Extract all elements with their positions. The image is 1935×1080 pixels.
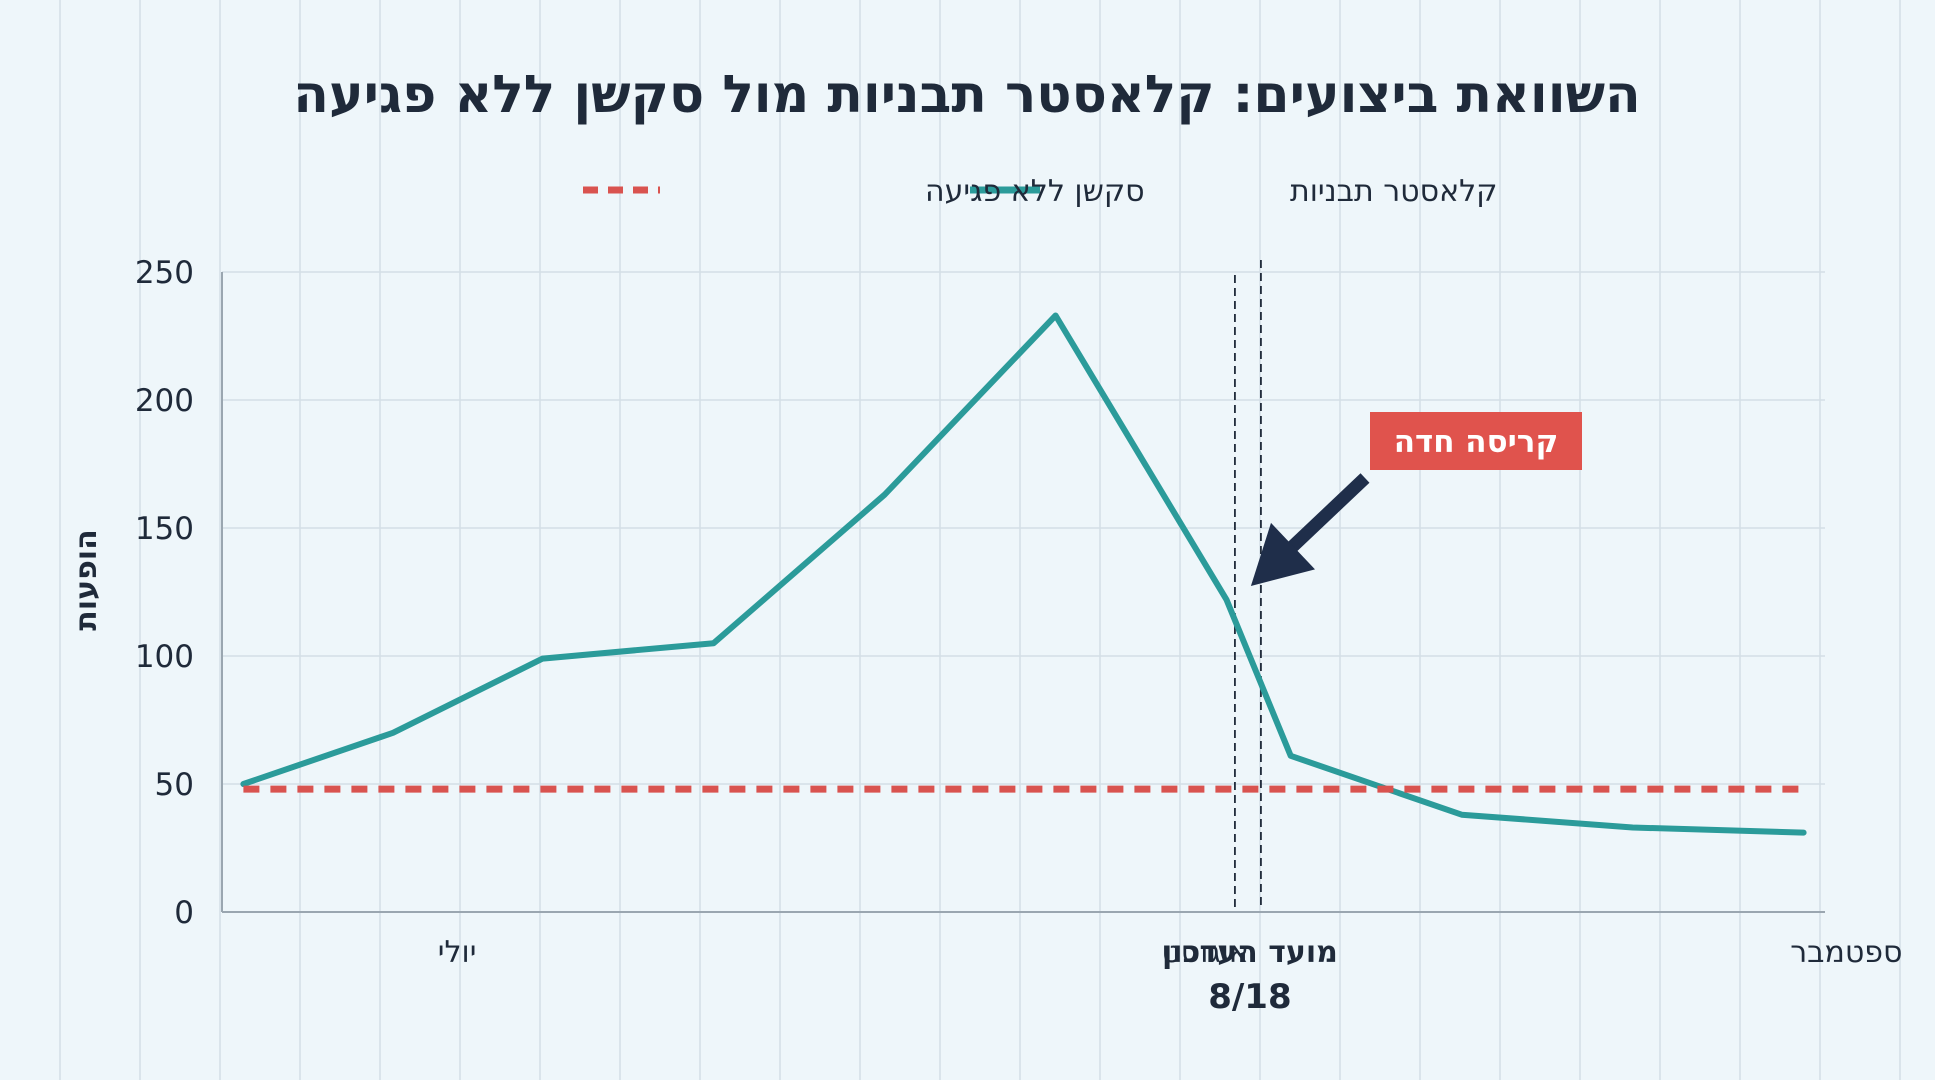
annotation-arrow-head [1250, 522, 1315, 586]
legend-label-series-1: קלאסטר תבניות [1290, 174, 1497, 209]
y-tick-label: 0 [174, 895, 194, 931]
y-tick-label: 100 [135, 639, 194, 675]
x-month-label: ספטמבר [1790, 935, 1902, 970]
annotation-layer: קריסה חדה [1250, 412, 1582, 586]
annotation-callout-box [1370, 412, 1582, 470]
y-tick-label: 50 [155, 767, 194, 803]
y-tick-label: 200 [135, 383, 194, 419]
legend-label-series-2: סקשן ללא פגיעה [925, 174, 1145, 209]
series-layer [240, 312, 1807, 836]
event-marker-layer: מועד העדכון 8/18 [1162, 260, 1338, 1017]
y-tick-label: 150 [135, 511, 194, 547]
event-marker-date: 8/18 [1208, 977, 1291, 1017]
grid-layer [59, 0, 1901, 1080]
x-month-label: אוגוסט [1161, 935, 1249, 970]
annotation-arrow-shaft [1285, 473, 1370, 554]
x-month-label: יולי [438, 935, 477, 970]
y-tick-label: 250 [135, 255, 194, 291]
y-axis-label: הופעות [69, 529, 104, 630]
event-marker-label: מועד העדכון [1162, 935, 1338, 970]
axis-layer: 0 50 100 150 200 250 יולי אוגוסט ספטמבר [135, 255, 1903, 970]
legend: קלאסטר תבניות סקשן ללא פגיעה [583, 174, 1497, 209]
annotation-callout-text: קריסה חדה [1394, 424, 1559, 460]
chart-title: השוואת ביצועים: קלאסטר תבניות מול סקשן ל… [293, 65, 1641, 125]
